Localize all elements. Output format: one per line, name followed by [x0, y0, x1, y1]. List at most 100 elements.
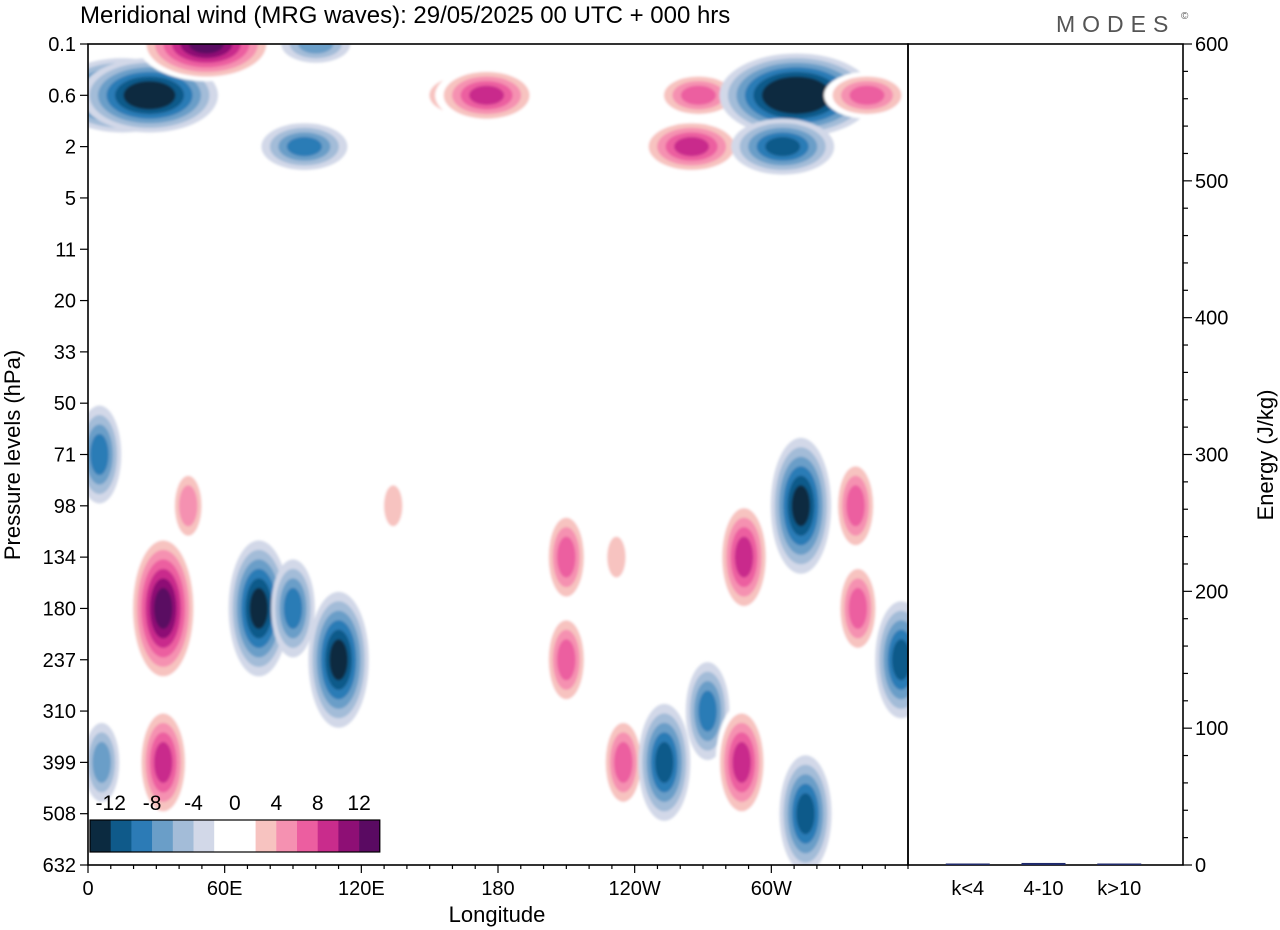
colorbar-label: -4 — [184, 792, 203, 815]
colorbar-label: -12 — [96, 792, 126, 815]
contour-feature — [875, 601, 908, 719]
modes-logo-mark: © — [1181, 11, 1189, 22]
contour-feature — [137, 703, 190, 821]
contour-feature — [308, 591, 369, 728]
energy-bar — [1097, 863, 1142, 865]
energy-bars: k<4 4-10 k>10 — [945, 862, 1142, 900]
contour-band — [132, 85, 167, 105]
contour-band — [469, 85, 505, 105]
contour-feature — [833, 456, 878, 555]
contour-feature — [228, 540, 289, 677]
contour-feature — [128, 530, 198, 686]
y-tick-label: 98 — [54, 496, 76, 518]
contour-feature — [88, 58, 218, 133]
y-tick-label: 508 — [43, 804, 76, 826]
longitude-axis: 0 60E 120E 180 120W 60W — [82, 865, 909, 900]
colorbar-swatch — [90, 820, 111, 852]
colorbar-label: 12 — [347, 792, 370, 815]
colorbar-swatch — [152, 820, 174, 852]
contour-band — [557, 536, 576, 578]
energy-category-label: k>10 — [1097, 878, 1141, 900]
colorbar-label: -8 — [143, 792, 162, 815]
contour-band — [892, 639, 908, 681]
contour-band — [90, 434, 109, 475]
contour-feature — [640, 118, 744, 175]
modes-logo: MODES — [1056, 11, 1175, 37]
colorbar-swatch — [338, 820, 360, 852]
y-tick-label: 5 — [65, 188, 76, 210]
contour-band — [796, 793, 815, 835]
contour-band — [614, 741, 633, 783]
colorbar-swatch — [172, 820, 194, 852]
y-tick-label: 50 — [54, 393, 76, 415]
contour-band — [607, 536, 626, 578]
energy-tick-label: 0 — [1195, 855, 1206, 877]
contour-feature — [435, 67, 539, 124]
energy-tick-label: 300 — [1195, 445, 1228, 467]
colorbar-swatch — [276, 820, 298, 852]
contour-feature — [544, 508, 589, 607]
contour-feature — [770, 437, 832, 574]
contour-band — [92, 741, 111, 783]
contour-band — [283, 587, 303, 629]
colorbar-swatch — [317, 820, 339, 852]
heatmap-plot-background — [88, 44, 908, 865]
colorbar-swatch — [214, 820, 236, 852]
contour-feature — [655, 71, 742, 119]
contour-band — [154, 587, 173, 629]
contour-feature — [836, 559, 880, 658]
colorbar-swatch — [255, 820, 277, 852]
contour-feature — [731, 118, 835, 175]
y-tick-label: 2 — [65, 137, 76, 159]
contour-feature — [715, 703, 768, 821]
contour-band — [557, 639, 576, 681]
colorbar-swatch — [234, 820, 256, 852]
contour-band — [734, 536, 754, 578]
contour-band — [188, 44, 224, 54]
contour-feature — [544, 610, 589, 709]
colorbar: -12 -8 -4 0 4 8 12 — [89, 792, 381, 853]
chart-title: Meridional wind (MRG waves): 29/05/2025 … — [80, 2, 730, 29]
contour-feature — [88, 405, 122, 504]
contour-feature — [824, 71, 908, 119]
contour-band — [765, 137, 801, 157]
contour-feature — [603, 527, 630, 588]
y-tick-label: 71 — [54, 445, 76, 467]
contour-band — [732, 741, 751, 783]
contour-feature — [261, 123, 348, 170]
contour-feature — [779, 755, 832, 865]
y-tick-label: 33 — [54, 342, 76, 364]
energy-axis-title: Energy (J/kg) — [1253, 390, 1278, 521]
contour-band — [846, 485, 865, 527]
colorbar-frame — [89, 819, 381, 853]
colorbar-swatch — [297, 820, 318, 852]
y-tick-label: 134 — [43, 547, 76, 569]
colorbar-label: 0 — [229, 792, 241, 815]
contour-feature — [638, 703, 691, 821]
x-tick-label: 60W — [751, 878, 792, 900]
contour-feature — [170, 466, 206, 546]
energy-tick-label: 200 — [1195, 581, 1228, 603]
contour-band — [848, 587, 868, 629]
energy-category-label: k<4 — [951, 878, 984, 900]
y-tick-label: 0.6 — [48, 85, 76, 107]
y-tick-label: 632 — [43, 855, 76, 877]
x-tick-label: 60E — [207, 878, 243, 900]
colorbar-swatch — [359, 820, 381, 852]
contour-band — [384, 485, 403, 527]
contour-field — [88, 44, 908, 865]
contour-band — [680, 85, 716, 105]
y-tick-label: 0.1 — [48, 34, 76, 56]
energy-panel-frame — [907, 43, 1184, 866]
contour-feature — [137, 44, 275, 82]
contour-band — [791, 485, 811, 527]
x-tick-label: 120W — [609, 878, 661, 900]
x-tick-label: 120E — [338, 878, 385, 900]
y-tick-label: 20 — [54, 291, 76, 313]
colorbar-swatch — [131, 820, 153, 852]
x-axis-title: Longitude — [449, 902, 546, 927]
y-axis-title: Pressure levels (hPa) — [0, 350, 25, 560]
energy-category-label: 4-10 — [1023, 878, 1063, 900]
energy-tick-label: 400 — [1195, 308, 1228, 330]
